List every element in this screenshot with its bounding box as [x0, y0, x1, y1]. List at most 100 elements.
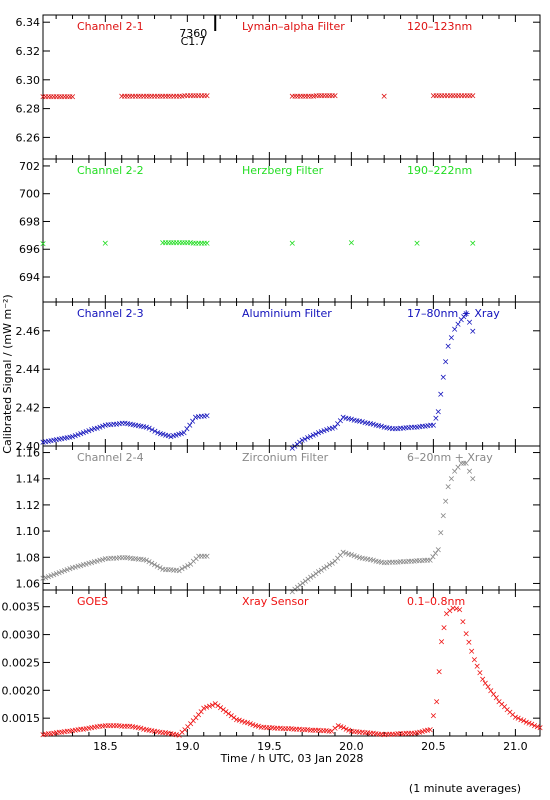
- data-point: ×: [42, 730, 50, 740]
- data-point: ×: [413, 729, 421, 739]
- data-point: ×: [209, 701, 217, 711]
- data-point: ×: [323, 562, 331, 572]
- data-point: ×: [107, 420, 115, 430]
- data-point: ×: [143, 92, 151, 102]
- y-tick-label: 2.42: [16, 402, 41, 415]
- data-point: ×: [118, 419, 126, 429]
- data-point: ×: [361, 728, 369, 738]
- data-point: ×: [110, 420, 118, 430]
- x-tick-label: 20.5: [421, 740, 446, 753]
- data-point: ×: [299, 579, 307, 589]
- y-tick-label: 6.28: [16, 103, 41, 116]
- data-point: ×: [132, 421, 140, 431]
- data-point: ×: [189, 239, 197, 249]
- data-point: ×: [53, 436, 61, 446]
- panel-frame: [42, 589, 541, 737]
- data-point: ×: [71, 563, 79, 573]
- data-point: ×: [195, 239, 203, 249]
- data-point: ×: [198, 412, 206, 422]
- data-point: ×: [195, 710, 203, 720]
- data-point: ×: [170, 238, 178, 248]
- data-point: ×: [359, 418, 367, 428]
- data-point: ×: [495, 697, 503, 707]
- data-point: ×: [432, 414, 440, 424]
- data-point: ×: [364, 555, 372, 565]
- data-point: ×: [323, 426, 331, 436]
- data-point: ×: [443, 609, 451, 619]
- data-point: ×: [350, 416, 358, 426]
- data-point: ×: [432, 92, 440, 102]
- data-point: ×: [189, 92, 197, 102]
- data-point: ×: [91, 558, 99, 568]
- footer-note: (1 minute averages): [409, 782, 521, 795]
- data-point: ×: [451, 467, 459, 477]
- data-point: ×: [439, 511, 447, 521]
- data-point: ×: [123, 722, 131, 732]
- data-point: ×: [408, 423, 416, 433]
- data-point: ×: [110, 554, 118, 564]
- data-point: ×: [367, 556, 375, 566]
- data-point: ×: [289, 239, 297, 249]
- data-point: ×: [134, 724, 142, 734]
- data-point: ×: [339, 548, 347, 558]
- data-point: ×: [438, 637, 446, 647]
- data-point: ×: [238, 717, 246, 727]
- data-point: ×: [348, 727, 356, 737]
- data-point: ×: [82, 428, 90, 438]
- data-point: ×: [359, 554, 367, 564]
- data-point: ×: [203, 239, 211, 249]
- data-point: ×: [69, 432, 77, 442]
- data-point: ×: [148, 92, 156, 102]
- data-point: ×: [217, 704, 225, 714]
- data-point: ×: [466, 318, 474, 328]
- panel-channel-label: Channel 2-1: [77, 20, 144, 33]
- data-point: ×: [348, 551, 356, 561]
- data-point: ×: [184, 723, 192, 733]
- data-point: ×: [348, 415, 356, 425]
- data-point: ×: [296, 438, 304, 448]
- data-point: ×: [449, 604, 457, 614]
- data-point: ×: [118, 722, 126, 732]
- data-point: ×: [50, 92, 58, 102]
- data-point: ×: [410, 557, 418, 567]
- data-point: ×: [397, 558, 405, 568]
- data-point: ×: [306, 726, 314, 736]
- data-point: ×: [309, 431, 317, 441]
- data-point: ×: [113, 554, 121, 564]
- data-point: ×: [310, 92, 318, 102]
- data-point: ×: [96, 556, 104, 566]
- data-point: ×: [77, 725, 85, 735]
- data-point: ×: [380, 423, 388, 433]
- data-point: ×: [66, 92, 74, 102]
- x-tick-label: 19.5: [257, 740, 282, 753]
- data-point: ×: [230, 713, 238, 723]
- data-point: ×: [400, 424, 408, 434]
- data-point: ×: [50, 436, 58, 446]
- data-point: ×: [503, 705, 511, 715]
- panel-channel-label: Channel 2-2: [77, 164, 144, 177]
- data-point: ×: [175, 566, 183, 576]
- data-point: ×: [455, 91, 463, 101]
- data-point: ×: [512, 713, 520, 723]
- data-point: ×: [63, 727, 71, 737]
- data-point: ×: [429, 552, 437, 562]
- data-point: ×: [380, 730, 388, 740]
- data-point: ×: [345, 414, 353, 424]
- data-point: ×: [45, 92, 53, 102]
- data-point: ×: [315, 429, 323, 439]
- data-point: ×: [326, 425, 334, 435]
- data-point: ×: [426, 725, 434, 735]
- data-point: ×: [225, 709, 233, 719]
- data-point: ×: [197, 707, 205, 717]
- data-point: ×: [55, 435, 63, 445]
- data-point: ×: [178, 92, 186, 102]
- data-point: ×: [326, 561, 334, 571]
- data-point: ×: [268, 724, 276, 734]
- data-point: ×: [85, 559, 93, 569]
- data-point: ×: [444, 483, 452, 493]
- data-point: ×: [85, 724, 93, 734]
- data-point: ×: [448, 334, 456, 344]
- data-point: ×: [307, 432, 315, 442]
- data-point: ×: [192, 713, 200, 723]
- data-point: ×: [91, 723, 99, 733]
